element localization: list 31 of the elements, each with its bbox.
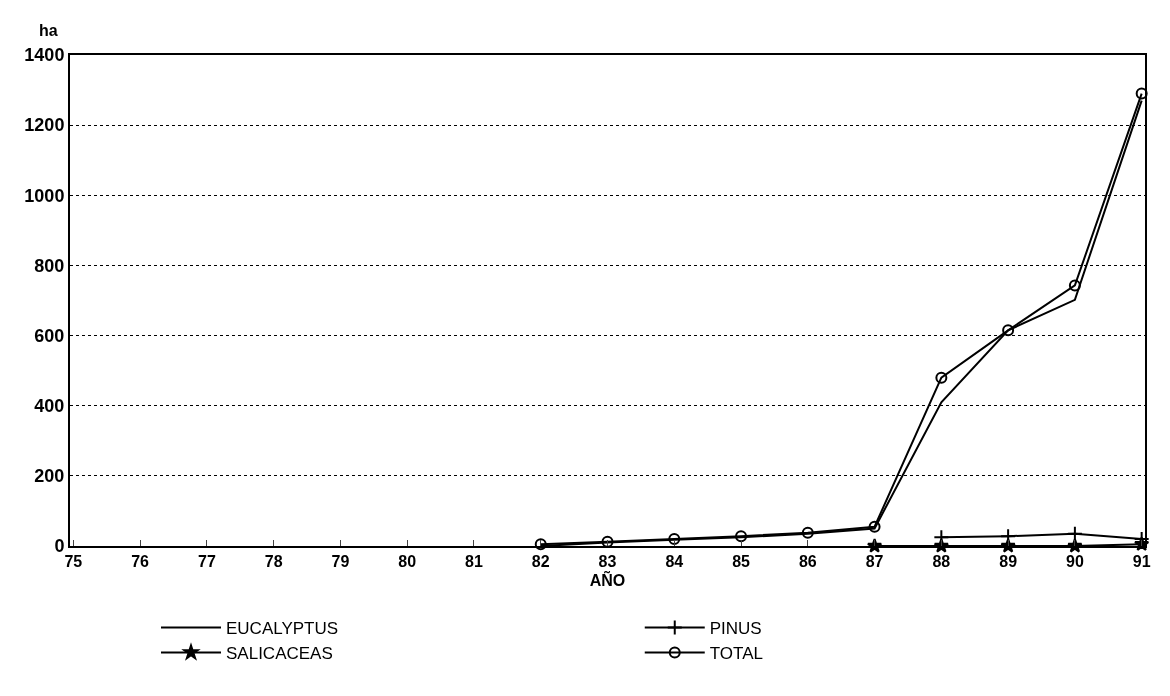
legend-label: SALICACEAS — [226, 644, 333, 664]
y-tick-label: 0 — [54, 536, 65, 557]
x-tick-label: 79 — [331, 553, 350, 571]
y-tick-label: 1000 — [24, 185, 65, 206]
y-tick-label: 800 — [34, 255, 65, 276]
x-axis-title: AÑO — [589, 570, 626, 590]
x-tick-label: 78 — [264, 553, 283, 571]
y-tick-label: 200 — [34, 466, 65, 487]
x-tick-label: 77 — [197, 553, 216, 571]
x-tick-label: 81 — [465, 553, 483, 571]
y-tick-label: 1200 — [24, 115, 65, 136]
y-tick-label: 600 — [34, 325, 65, 346]
x-tick-label: 85 — [732, 553, 751, 571]
x-tick-label: 88 — [932, 553, 951, 571]
x-tick-label: 80 — [398, 553, 417, 571]
legend-label: EUCALYPTUS — [226, 619, 339, 639]
x-tick-label: 76 — [131, 553, 150, 571]
x-tick-label: 82 — [531, 553, 550, 571]
x-tick-label: 84 — [665, 553, 684, 571]
y-axis-title: ha — [39, 22, 58, 39]
x-tick-label: 75 — [64, 553, 83, 571]
x-tick-label: 89 — [999, 553, 1018, 571]
x-tick-label: 91 — [1132, 553, 1151, 571]
y-tick-label: 400 — [34, 396, 65, 417]
legend-label: PINUS — [709, 619, 762, 639]
x-tick-label: 90 — [1065, 553, 1084, 571]
y-tick-label: 1400 — [24, 45, 65, 66]
legend-label: TOTAL — [709, 644, 763, 664]
x-tick-label: 87 — [865, 553, 884, 571]
x-tick-label: 83 — [598, 553, 617, 571]
x-tick-label: 86 — [798, 553, 817, 571]
